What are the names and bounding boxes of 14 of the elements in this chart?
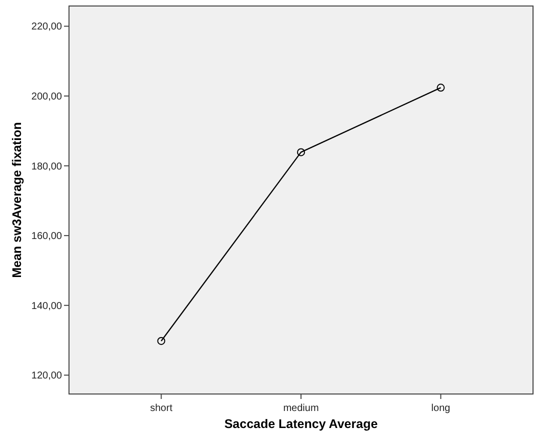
x-tick-label: long — [431, 403, 450, 414]
y-tick-label: 200,00 — [31, 92, 62, 103]
y-tick-label: 120,00 — [31, 370, 62, 382]
x-tick-label: short — [150, 403, 173, 414]
y-tick-label: 140,00 — [31, 300, 62, 312]
point — [297, 148, 305, 156]
point — [436, 84, 445, 92]
point — [157, 336, 166, 345]
y-axis-title: Mean sw3Average fixation — [10, 122, 24, 278]
y-tick-label: 220,00 — [31, 22, 62, 33]
x-tick-label: medium — [283, 403, 319, 414]
y-tick-label: 180,00 — [31, 161, 62, 172]
y-tick-label: 160,00 — [31, 231, 62, 242]
x-axis-title: Saccade Latency Average — [224, 417, 378, 431]
